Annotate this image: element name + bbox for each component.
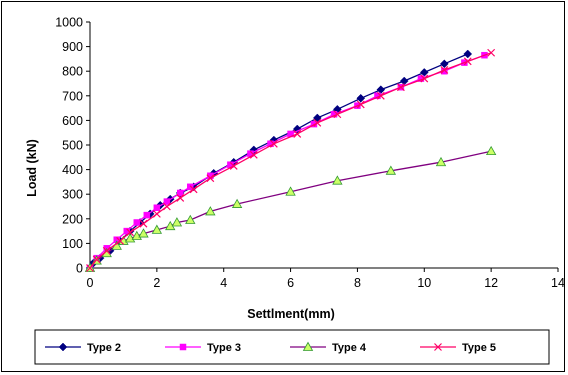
- series-line: [90, 55, 485, 268]
- data-point: [488, 49, 495, 56]
- y-tick-label: 300: [62, 188, 83, 202]
- legend-label: Type 4: [332, 342, 367, 354]
- y-tick-label: 900: [62, 40, 83, 54]
- y-tick-label: 700: [62, 89, 83, 103]
- series-line: [90, 53, 491, 268]
- data-point: [464, 50, 472, 58]
- y-tick-label: 200: [62, 212, 83, 226]
- data-point: [144, 212, 150, 218]
- legend-label: Type 5: [462, 342, 496, 354]
- x-tick-label: 6: [287, 276, 294, 290]
- x-tick-label: 2: [153, 276, 160, 290]
- x-axis-ticks: 0 2 4 6 8 10 12 14: [87, 268, 565, 290]
- x-tick-label: 12: [484, 276, 498, 290]
- series-layer: [86, 49, 496, 272]
- legend-label: Type 3: [207, 342, 241, 354]
- data-point: [134, 219, 140, 225]
- y-axis-title: Load (kN): [25, 139, 39, 197]
- x-tick-label: 14: [551, 276, 565, 290]
- data-point: [154, 205, 160, 211]
- data-point: [487, 147, 496, 155]
- x-tick-label: 4: [220, 276, 227, 290]
- series-3: [86, 147, 496, 272]
- legend-label: Type 2: [87, 342, 121, 354]
- data-point: [186, 216, 195, 224]
- x-tick-label: 10: [417, 276, 431, 290]
- y-axis-ticks: 0 100 200 300 400 500 600 700 800 900 1000: [55, 16, 90, 276]
- y-tick-label: 600: [62, 114, 83, 128]
- series-1: [86, 50, 472, 272]
- x-axis-title: Settlment(mm): [247, 307, 335, 321]
- y-tick-label: 400: [62, 163, 83, 177]
- y-tick-label: 500: [62, 139, 83, 153]
- y-tick-label: 1000: [55, 16, 83, 30]
- x-tick-label: 0: [87, 276, 94, 290]
- series-4: [87, 49, 495, 271]
- y-tick-label: 100: [62, 237, 83, 251]
- data-point: [187, 184, 193, 190]
- x-tick-label: 8: [354, 276, 361, 290]
- y-tick-label: 800: [62, 65, 83, 79]
- y-tick-label: 0: [76, 262, 83, 276]
- legend-marker: [180, 344, 186, 350]
- series-2: [87, 52, 487, 271]
